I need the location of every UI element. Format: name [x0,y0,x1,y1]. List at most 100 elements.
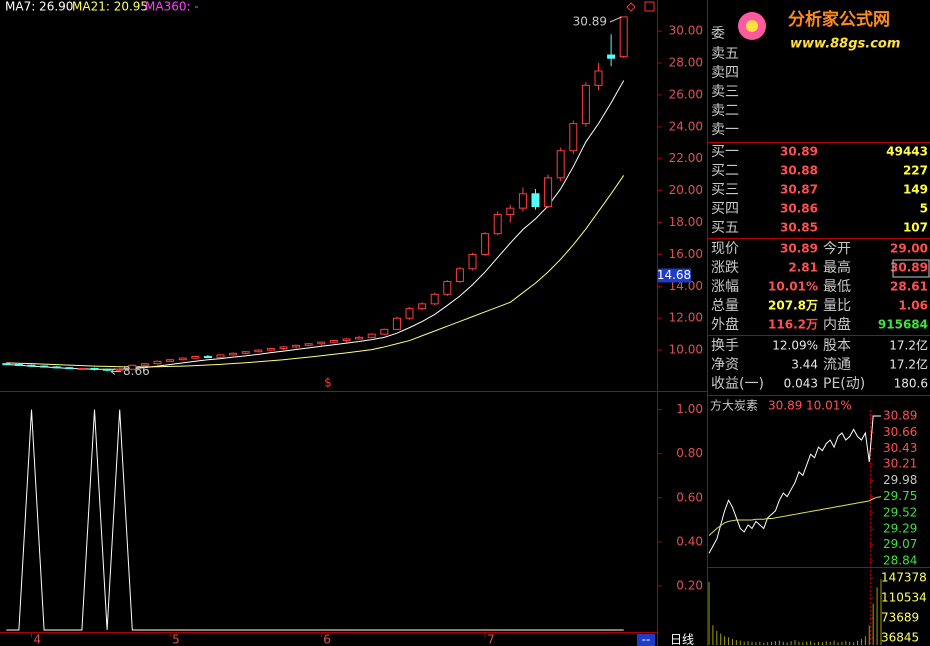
candle-body [2,363,11,366]
bid-volume: 49443 [886,145,928,159]
nav-box[interactable] [637,634,655,646]
quote-value: 30.89 [780,242,818,256]
candle-body [191,356,200,359]
quote-value: 0.043 [784,377,818,391]
y-tick-label: 147378 [881,570,927,584]
volume-bar [841,641,843,645]
volume-bar [837,642,839,645]
quote-label: 涨跌 [711,260,739,276]
quote-value: 3.44 [791,358,818,372]
y-tick-label: 26.00 [669,87,703,101]
bid-volume: 107 [903,221,928,235]
y-tick-label: 29.98 [883,473,917,487]
volume-bar [880,579,882,645]
volume-bar [735,640,737,645]
period-label[interactable]: 日线 [670,633,694,646]
y-tick-label: 24.00 [669,119,703,133]
quote-label: 买一 [711,144,739,160]
indicator-line [6,409,624,631]
quote-value: 10.01% [768,280,818,294]
y-tick-label: 29.29 [883,522,917,536]
candle-body [153,360,162,365]
quote-value: 207.8万 [768,299,818,313]
quote-value: 17.2亿 [889,338,928,353]
nav-button[interactable]: -- [642,633,651,646]
volume-bar [771,641,773,645]
candle-body [128,364,137,370]
bid-price: 30.85 [780,221,818,235]
quote-value: 915684 [878,318,928,332]
volume-bar [833,640,835,645]
candle-body [329,340,338,343]
cursor-box [658,268,691,283]
quote-label: 买四 [711,201,739,217]
logo-name: 分析家公式网 [788,9,890,30]
y-tick-label: 22.00 [669,151,703,165]
volume-bar [794,640,796,645]
y-tick-label: 16.00 [669,247,703,261]
y-tick-label: 30.43 [883,441,917,455]
volume-bar [716,630,718,645]
ma-line [6,175,625,368]
volume-bar [814,642,816,645]
candle-body [40,365,49,368]
quote-label: 净资 [711,357,739,373]
candle-body [544,177,553,208]
volume-bar [845,641,847,645]
candle-body [455,268,464,283]
candle-body [430,293,439,305]
x-tick-label: 4 [34,633,42,646]
quote-label: 最高 [823,259,851,276]
volume-bar [868,625,870,645]
candle-body [241,351,250,354]
diamond-icon[interactable] [626,2,636,12]
quote-value: 116.2万 [768,318,818,332]
candle-body [216,354,225,358]
volume-bar [743,641,745,645]
quote-value: 1.06 [898,299,928,313]
intraday-line [708,496,882,536]
volume-bar [810,641,812,645]
candle-body [342,338,351,342]
volume-bar [763,642,765,645]
volume-bar [802,642,804,645]
candle-body [166,359,175,362]
logo: 分析家公式网 www.88gs.com [738,9,900,52]
y-tick-label: 28.00 [669,56,703,70]
volume-bar [860,639,862,645]
y-tick-label: 29.52 [883,505,917,519]
volume-bar [786,642,788,645]
candle-body [355,336,364,340]
volume-bar [747,641,749,645]
volume-bar [724,636,726,645]
y-tick-label: 10.00 [669,343,703,357]
quote-label: 总量 [711,298,739,314]
quote-label: 换手 [711,337,739,354]
candle-body [90,367,99,370]
candle-body [506,207,515,216]
volume-bar [853,642,855,645]
y-tick-label: 0.40 [676,534,703,548]
y-tick-label: 29.07 [883,537,917,551]
quote-value: 29.00 [890,242,928,256]
volume-bar [755,642,757,645]
quote-value: 12.09% [772,339,818,353]
y-tick-label: 30.89 [883,409,917,423]
y-tick-label: 18.00 [669,215,703,229]
candle-body [279,346,288,350]
volume-bar [864,636,866,645]
max-pointer [609,16,622,23]
candle-body [77,367,86,370]
y-tick-label: 0.20 [676,578,703,592]
square-icon[interactable] [644,1,655,12]
quote-label: 现价 [711,241,739,257]
candle-body [531,193,540,208]
quote-label: 买三 [711,182,739,198]
volume-bar [825,641,827,645]
volume-bar [731,639,733,645]
candle-body [481,233,490,255]
quote-label: PE(动) [823,376,865,392]
volume-bar [712,625,714,645]
